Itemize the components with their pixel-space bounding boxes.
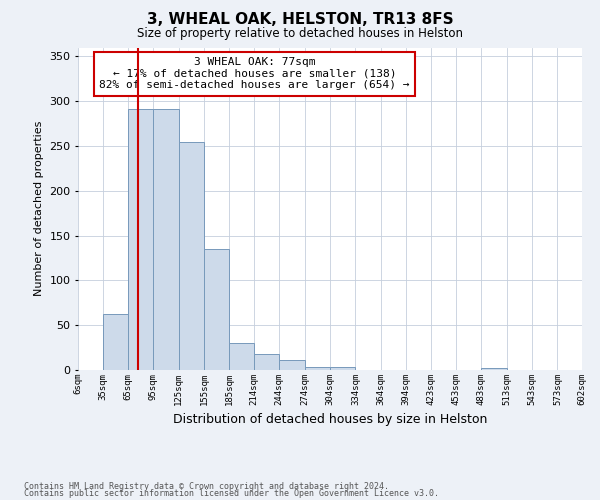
Text: Contains public sector information licensed under the Open Government Licence v3: Contains public sector information licen… xyxy=(24,490,439,498)
Bar xyxy=(254,354,279,370)
Text: Contains HM Land Registry data © Crown copyright and database right 2024.: Contains HM Land Registry data © Crown c… xyxy=(24,482,389,491)
Text: 3 WHEAL OAK: 77sqm
← 17% of detached houses are smaller (138)
82% of semi-detach: 3 WHEAL OAK: 77sqm ← 17% of detached hou… xyxy=(99,57,410,90)
Bar xyxy=(330,368,355,370)
Text: Size of property relative to detached houses in Helston: Size of property relative to detached ho… xyxy=(137,28,463,40)
Bar xyxy=(305,368,330,370)
Bar xyxy=(481,368,507,370)
X-axis label: Distribution of detached houses by size in Helston: Distribution of detached houses by size … xyxy=(173,414,487,426)
Bar xyxy=(103,314,128,370)
Text: 3, WHEAL OAK, HELSTON, TR13 8FS: 3, WHEAL OAK, HELSTON, TR13 8FS xyxy=(146,12,454,28)
Bar xyxy=(153,110,179,370)
Bar xyxy=(229,343,254,370)
Bar xyxy=(279,360,305,370)
Y-axis label: Number of detached properties: Number of detached properties xyxy=(34,121,44,296)
Bar xyxy=(128,110,153,370)
Bar xyxy=(179,142,204,370)
Bar xyxy=(204,249,229,370)
